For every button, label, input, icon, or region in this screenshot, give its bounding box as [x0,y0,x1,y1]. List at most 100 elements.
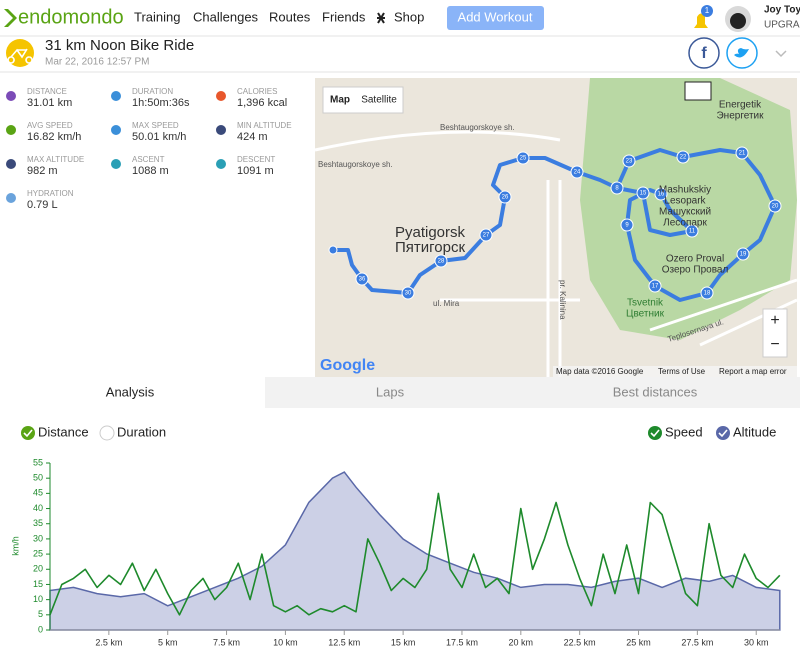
route-marker [685,224,699,238]
stat-icon [111,91,121,101]
street-label: Beshtaugorskoye sh. [440,123,515,132]
terms-link[interactable]: Terms of Use [658,367,706,376]
y-tick-label: 40 [33,503,43,513]
map-label: Лесопарк [663,218,707,229]
stat-value: 16.82 km/h [27,131,81,143]
nav-link[interactable]: Shop [394,9,424,24]
expand-chevron[interactable] [775,50,787,58]
x-tick-label: 20 km [509,637,534,647]
stat-icon [111,125,121,135]
user-name[interactable]: Joy Toy [764,5,800,16]
map-label: Энергетик [716,111,764,122]
tab[interactable]: Best distances [613,384,698,399]
y-tick-label: 25 [33,548,43,558]
radio[interactable] [99,425,115,441]
legend-check [716,426,730,440]
route-marker-label: 16 [658,192,665,198]
stat-value: 424 m [237,131,268,143]
route-marker [498,190,512,204]
logo-icon [4,9,17,27]
map-button[interactable]: Map [330,95,350,106]
nav-link[interactable]: Training [134,9,180,24]
check [650,429,660,438]
facebook-share[interactable] [688,37,720,69]
map-label: Пятигорск [395,239,465,256]
zoom-out[interactable]: − [770,336,779,353]
route-marker-label: 21 [739,151,746,157]
speed-line [49,492,781,616]
route-marker [636,186,650,200]
notification-bell[interactable] [694,13,708,29]
map-label: Ozero Proval [666,254,724,265]
nav-link[interactable]: Routes [269,9,311,24]
tab[interactable]: Laps [376,384,405,399]
map: 36 30 28 27 26 25 24 23 22 21 20 19 18 17 16 15 11 9 8 Map… [314,78,798,377]
zoom-in[interactable]: + [770,312,779,329]
add-workout-button[interactable] [447,6,544,30]
route-marker [648,279,662,293]
stat-label: MAX ALTITUDE [27,155,84,164]
notification-badge [701,5,713,17]
tab[interactable]: Analysis [106,384,155,399]
x-tick-label: 27.5 km [681,637,713,647]
route-marker-label: 30 [405,291,412,297]
axis-toggles: Distance Duration [21,424,166,441]
street-label: ul. Mira [433,299,460,308]
nav-link[interactable]: Challenges [193,9,259,24]
y-tick-label: 10 [33,594,43,604]
upgrade-link[interactable]: UPGRAD [764,20,800,31]
y-tick-label: 55 [33,457,43,467]
satellite-button[interactable]: Satellite [361,95,397,106]
stat-icon [216,125,226,135]
stat-icon [216,159,226,169]
toggle-label[interactable]: Duration [117,424,166,439]
y-tick-label: 35 [33,518,43,528]
chart: Speed Altitude 0 5 10 15 20 25 30 35 40 45 50 55 2.5 k… [10,424,781,647]
route-marker-label: 11 [689,229,696,235]
active-tab [0,377,265,408]
y-tick-label: 45 [33,488,43,498]
y-tick-label: 5 [38,609,43,619]
bike-glyph [7,48,33,64]
route-marker-label: 25 [520,156,527,162]
legend-label: Altitude [733,424,776,439]
fullscreen-button[interactable] [684,81,712,101]
nav-link[interactable]: Friends [322,9,366,24]
route-marker-label: 36 [359,277,366,283]
route-marker [516,151,530,165]
check [718,429,728,438]
route-marker-label: 24 [574,170,581,176]
x-tick-label: 12.5 km [328,637,360,647]
stat-icon [6,91,16,101]
toggle-label[interactable]: Distance [38,424,89,439]
route-marker-label: 15 [640,191,647,197]
map-label: Цветник [626,309,665,320]
button-label: Add Workout [458,9,533,24]
stat-value: 1h:50m:36s [132,97,190,109]
stat-value: 31.01 km [27,97,72,109]
route-marker [622,154,636,168]
workout-date: Mar 22, 2016 12:57 PM [45,57,150,68]
stat-label: MAX SPEED [132,121,179,130]
route-marker [401,286,415,300]
radio-checked[interactable] [21,426,35,440]
twitter-glyph [734,48,749,58]
x-tick-label: 15 km [391,637,416,647]
route-start [328,245,338,255]
report-link[interactable]: Report a map error [719,367,787,376]
logo[interactable]: endomondo [18,6,124,28]
route-marker-label: 20 [772,204,779,210]
y-tick-label: 50 [33,473,43,483]
stat-value: 1088 m [132,165,169,177]
map-label: Pyatigorsk [395,224,466,241]
stat-value: 982 m [27,165,58,177]
map-label: Lesopark [664,196,706,207]
stat-icon [6,159,16,169]
route-marker [355,272,369,286]
route-marker [610,181,624,195]
header: endomondo Training Challenges Routes Fri… [0,5,800,37]
attribution: Map data ©2016 Google [556,367,644,376]
check [23,429,33,438]
route-marker [735,146,749,160]
legend-check [648,426,662,440]
